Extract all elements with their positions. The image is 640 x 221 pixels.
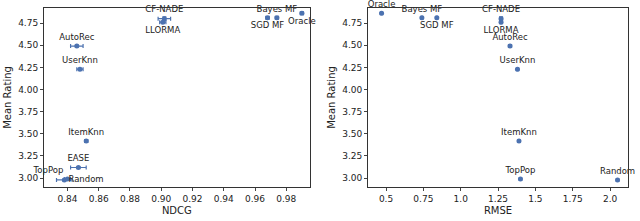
svg-text:0.84: 0.84 <box>57 194 77 204</box>
svg-text:ItemKnn: ItemKnn <box>501 127 537 137</box>
svg-text:Random: Random <box>68 174 103 184</box>
svg-text:LLORMA: LLORMA <box>484 25 519 35</box>
svg-text:4.75: 4.75 <box>18 18 38 28</box>
svg-text:AutoRec: AutoRec <box>59 32 94 42</box>
svg-text:0.88: 0.88 <box>120 194 140 204</box>
svg-text:UserKnn: UserKnn <box>500 55 536 65</box>
svg-text:CF-NADE: CF-NADE <box>482 4 520 14</box>
svg-text:Oracle: Oracle <box>288 16 316 26</box>
svg-text:0.96: 0.96 <box>245 194 265 204</box>
svg-text:NDCG: NDCG <box>162 205 192 216</box>
svg-text:3.00: 3.00 <box>18 173 38 183</box>
svg-text:2.0: 2.0 <box>603 194 618 204</box>
svg-text:Mean Rating: Mean Rating <box>326 66 337 129</box>
svg-text:0.94: 0.94 <box>214 194 234 204</box>
svg-text:TopPop: TopPop <box>505 165 536 175</box>
svg-text:3.50: 3.50 <box>342 129 362 139</box>
svg-text:3.75: 3.75 <box>342 107 362 117</box>
svg-text:4.50: 4.50 <box>18 40 38 50</box>
svg-text:0.86: 0.86 <box>89 194 109 204</box>
svg-text:ItemKnn: ItemKnn <box>68 127 104 137</box>
svg-text:RMSE: RMSE <box>484 205 512 216</box>
svg-text:1.0: 1.0 <box>454 194 469 204</box>
svg-text:4.25: 4.25 <box>18 63 38 73</box>
svg-text:1.5: 1.5 <box>528 194 542 204</box>
svg-text:Random: Random <box>600 166 635 176</box>
svg-text:0.75: 0.75 <box>413 194 433 204</box>
svg-text:3.25: 3.25 <box>342 151 362 161</box>
svg-text:4.75: 4.75 <box>342 18 362 28</box>
svg-text:1.75: 1.75 <box>563 194 583 204</box>
svg-text:0.5: 0.5 <box>379 194 393 204</box>
svg-text:4.50: 4.50 <box>342 40 362 50</box>
svg-text:AutoRec: AutoRec <box>492 32 527 42</box>
svg-text:3.75: 3.75 <box>18 107 38 117</box>
svg-text:UserKnn: UserKnn <box>62 55 98 65</box>
svg-text:EASE: EASE <box>67 153 89 163</box>
svg-text:4.00: 4.00 <box>342 85 362 95</box>
svg-text:0.92: 0.92 <box>182 194 202 204</box>
svg-text:4.25: 4.25 <box>342 63 362 73</box>
svg-text:Bayes MF: Bayes MF <box>257 4 298 14</box>
svg-text:TopPop: TopPop <box>33 165 64 175</box>
svg-text:4.00: 4.00 <box>18 85 38 95</box>
svg-text:1.25: 1.25 <box>488 194 508 204</box>
svg-text:Bayes MF: Bayes MF <box>402 4 443 14</box>
svg-text:0.98: 0.98 <box>276 194 296 204</box>
svg-text:3.50: 3.50 <box>18 129 38 139</box>
svg-text:0.90: 0.90 <box>151 194 171 204</box>
svg-text:3.25: 3.25 <box>18 151 38 161</box>
svg-text:SGD MF: SGD MF <box>420 20 454 30</box>
svg-text:CF-NADE: CF-NADE <box>145 4 183 14</box>
svg-text:Mean Rating: Mean Rating <box>2 66 13 129</box>
svg-text:LLORMA: LLORMA <box>145 25 180 35</box>
svg-text:SGD MF: SGD MF <box>251 20 285 30</box>
svg-text:3.00: 3.00 <box>342 173 362 183</box>
svg-text:Oracle: Oracle <box>368 0 396 9</box>
